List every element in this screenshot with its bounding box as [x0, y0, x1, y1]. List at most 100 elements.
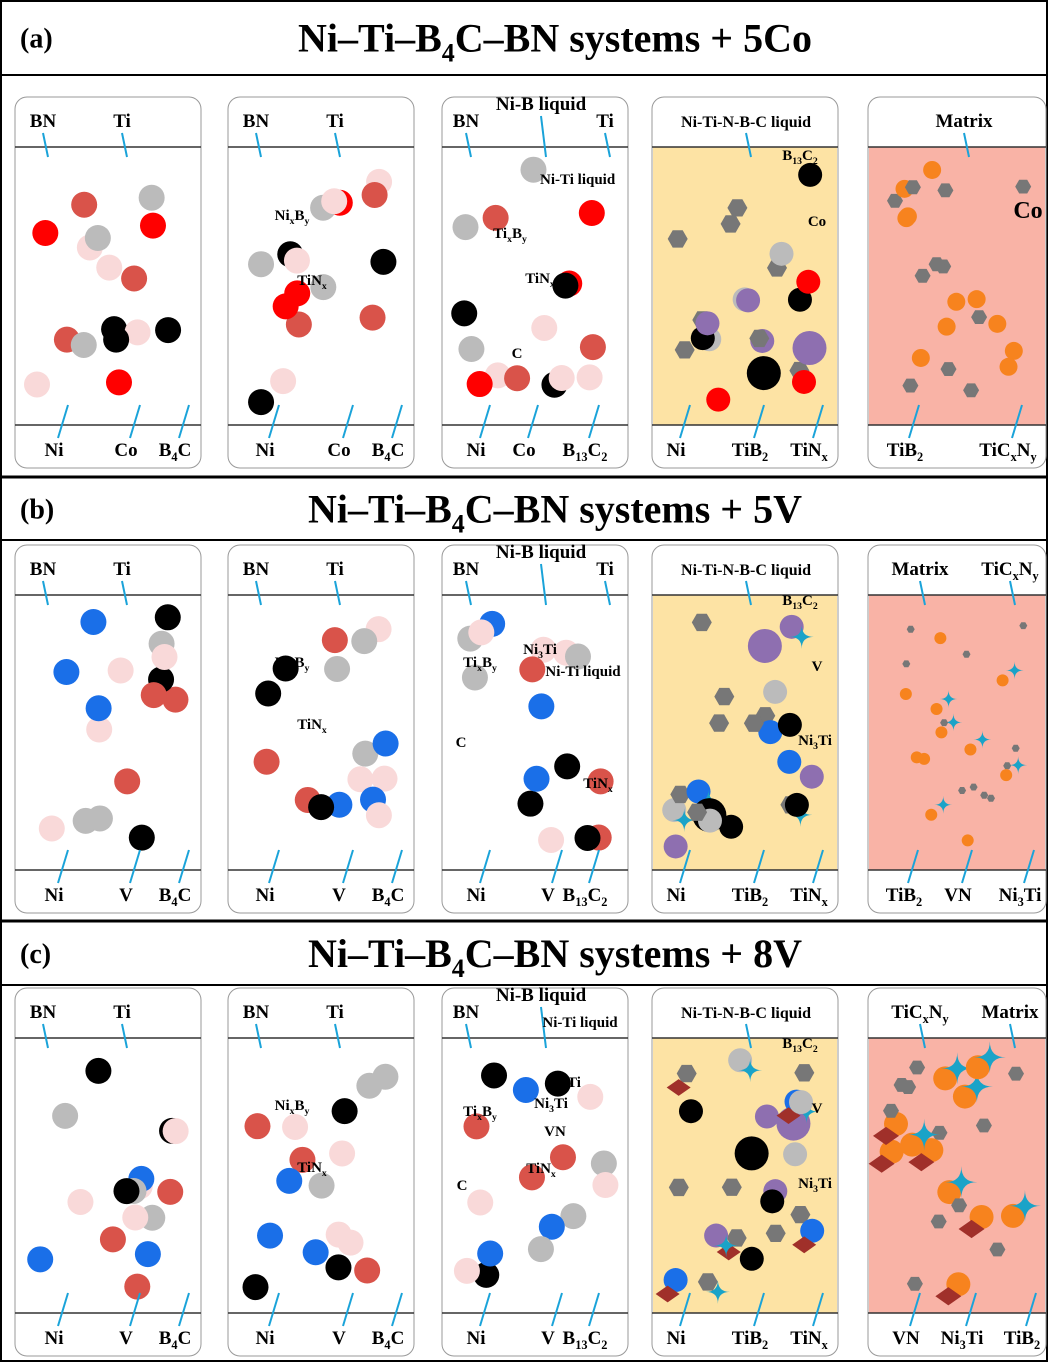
- row-title: Ni–Ti–B4C–BN systems + 8V: [308, 931, 802, 983]
- particle: [783, 1142, 807, 1166]
- subscript: 2: [917, 450, 923, 464]
- particle: [1000, 358, 1018, 376]
- subscript: x: [322, 1168, 327, 1179]
- label-part: Ni: [999, 885, 1018, 906]
- label-part: B: [782, 1036, 792, 1052]
- top-label: Ni-Ti-N-B-C liquid: [681, 1005, 811, 1022]
- label-part: Ni: [798, 1176, 813, 1192]
- label-part: C: [391, 1328, 405, 1349]
- bottom-label: Ni: [256, 885, 275, 906]
- particle: [257, 1223, 283, 1249]
- particle: [338, 1230, 364, 1256]
- label-part: C: [802, 1036, 813, 1052]
- label-part: Ti: [463, 1104, 477, 1120]
- particle: [114, 768, 140, 794]
- label-part: TiC: [891, 1002, 922, 1023]
- label-part: C: [391, 885, 405, 906]
- panel: [15, 97, 201, 468]
- particle: [454, 1258, 480, 1284]
- inner-label: VN: [544, 1124, 566, 1140]
- particle: [538, 827, 564, 853]
- label-part: BN: [243, 559, 270, 580]
- label-part: Ni: [467, 440, 486, 461]
- particle: [793, 331, 827, 365]
- label-part: B: [294, 655, 304, 671]
- label-part: B: [372, 440, 385, 461]
- particle: [255, 681, 281, 707]
- label-part: Ni: [256, 440, 275, 461]
- row-label: (c): [20, 939, 51, 970]
- subscript: 2: [813, 601, 818, 612]
- top-label: BN: [453, 559, 480, 580]
- label-part: Ni: [275, 1098, 290, 1114]
- subscript: 2: [762, 1338, 768, 1352]
- label-part: Ti: [554, 1096, 568, 1112]
- label-part: Co: [114, 440, 137, 461]
- figure: (a)Ni–Ti–B4C–BN systems + 5CoBNTiNiCoB4C…: [0, 0, 1048, 1362]
- bottom-label: Co: [512, 440, 535, 461]
- top-label: Ti: [596, 111, 614, 132]
- particle: [679, 1099, 703, 1123]
- label-part: C: [802, 148, 813, 164]
- particle: [796, 270, 820, 294]
- particle: [740, 1247, 764, 1271]
- label-part: Ti: [596, 559, 614, 580]
- subscript: x: [322, 281, 327, 292]
- particle: [988, 315, 1006, 333]
- particle: [477, 1241, 503, 1267]
- label-part: B: [159, 1328, 172, 1349]
- label-part: Co: [512, 440, 535, 461]
- particle: [755, 1104, 779, 1128]
- particle: [517, 791, 543, 817]
- subscript: 2: [1034, 1338, 1040, 1352]
- label-part: BN: [243, 1002, 270, 1023]
- row-label: (a): [20, 24, 53, 55]
- label-part: V: [332, 885, 346, 906]
- particle: [897, 209, 915, 227]
- particle: [524, 766, 550, 792]
- label-part: Ti: [818, 1176, 832, 1192]
- top-label: Ti: [326, 1002, 344, 1023]
- label-part: Ti: [567, 1075, 581, 1091]
- particle: [332, 1098, 358, 1124]
- label-part: Ni: [667, 1328, 686, 1349]
- particle: [931, 703, 943, 715]
- label-part: V: [541, 885, 555, 906]
- particle: [770, 242, 794, 266]
- subscript: x: [322, 725, 327, 736]
- particle: [325, 1254, 351, 1280]
- inner-label: V: [812, 659, 823, 675]
- particle: [32, 220, 58, 246]
- label-part: B: [563, 885, 576, 906]
- particle: [735, 1136, 769, 1170]
- particle: [575, 825, 601, 851]
- particle: [53, 659, 79, 685]
- label-part: TiN: [790, 885, 822, 906]
- label-part: B: [782, 593, 792, 609]
- particle: [467, 371, 493, 397]
- label-part: V: [119, 1328, 133, 1349]
- subscript: 13: [575, 450, 587, 464]
- particle: [911, 751, 923, 763]
- subscript: x: [551, 1169, 556, 1180]
- particle: [113, 1178, 139, 1204]
- label-part: C–BN systems + 5V: [465, 487, 802, 532]
- bottom-label: V: [332, 885, 346, 906]
- label-part: B: [294, 1098, 304, 1114]
- label-part: Matrix: [892, 559, 949, 580]
- top-label: Ni-B liquid: [496, 542, 587, 563]
- label-part: C: [588, 440, 602, 461]
- label-part: C: [512, 346, 523, 362]
- bottom-label: Ni: [467, 440, 486, 461]
- label-part: Ni-B liquid: [496, 985, 587, 1006]
- particle: [329, 1140, 355, 1166]
- inner-label: C: [512, 346, 523, 362]
- label-part: BN: [30, 111, 57, 132]
- label-part: Ni: [275, 208, 290, 224]
- panel-box: [15, 97, 201, 468]
- subscript: y: [1033, 569, 1040, 583]
- panel: [15, 988, 201, 1356]
- bottom-label: Ni: [45, 440, 64, 461]
- bottom-label: Ni: [667, 1328, 686, 1349]
- label-part: TiN: [526, 1161, 551, 1177]
